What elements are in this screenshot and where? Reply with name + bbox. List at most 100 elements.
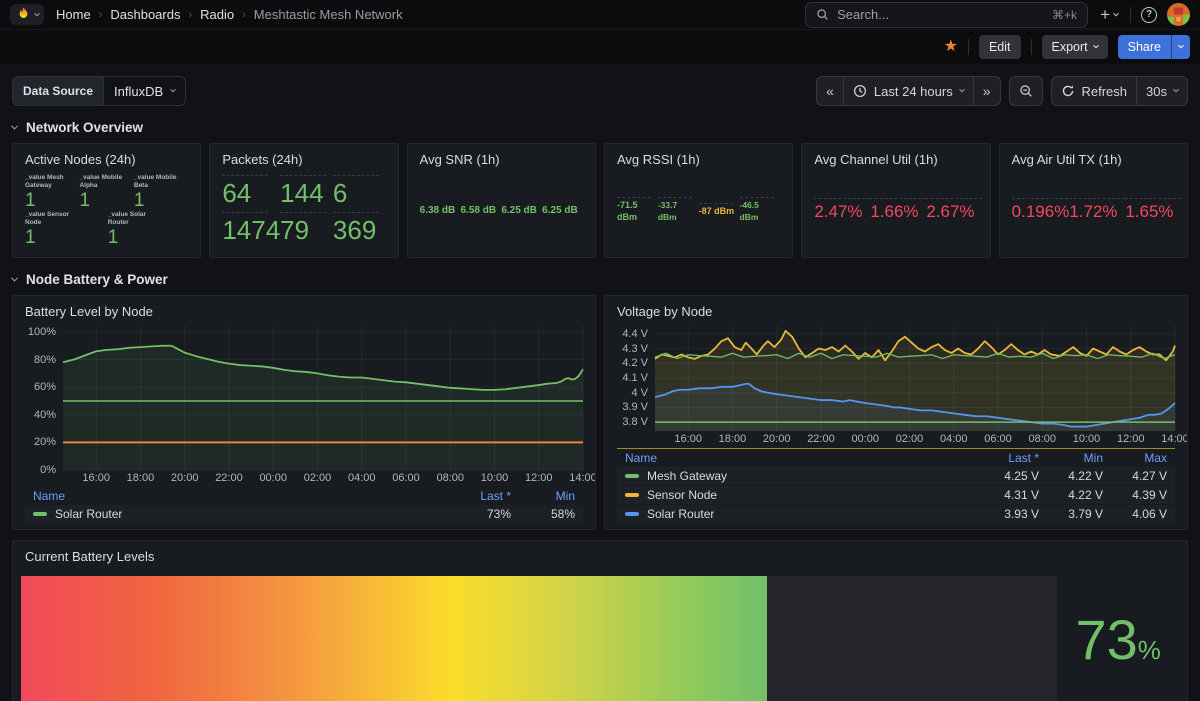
section-network-overview[interactable]: Network Overview	[12, 120, 1188, 135]
breadcrumb-separator: ›	[188, 9, 192, 21]
time-shift-forward-button[interactable]: »	[974, 77, 1000, 105]
legend-series-name[interactable]: Solar Router	[33, 507, 447, 521]
stat-microlabel	[814, 198, 870, 199]
export-button[interactable]: Export	[1042, 35, 1108, 59]
legend-value: 73%	[447, 507, 511, 521]
legend-swatch	[625, 474, 639, 478]
panel-title[interactable]: Avg SNR (1h)	[408, 144, 595, 169]
y-tick-label: 3.8 V	[622, 416, 648, 428]
stat-value: 1	[108, 228, 189, 247]
charts-row: Battery Level by Node 0%20%40%60%80%100%…	[12, 295, 1188, 530]
datasource-picker[interactable]: Data Source InfluxDB	[12, 76, 186, 106]
panel-battery-level: Battery Level by Node 0%20%40%60%80%100%…	[12, 295, 596, 530]
share-button[interactable]: Share	[1118, 35, 1171, 59]
refresh-interval-picker[interactable]: 30s	[1137, 77, 1187, 105]
user-avatar[interactable]	[1167, 3, 1190, 26]
stats-row: Active Nodes (24h) _value Mesh Gateway1_…	[12, 143, 1188, 258]
legend-value: 4.31 V	[975, 488, 1039, 502]
stat-item: _value Solar Router1	[79, 210, 188, 247]
datasource-value[interactable]: InfluxDB	[104, 77, 185, 105]
stat-value: 1	[25, 191, 79, 210]
stat-item: 64	[222, 175, 280, 207]
panel-title[interactable]: Current Battery Levels	[13, 541, 1187, 566]
x-tick-label: 12:00	[525, 472, 553, 484]
y-tick-label: 40%	[34, 409, 56, 421]
voltage-chart[interactable]: 3.8 V3.9 V4 V4.1 V4.2 V4.3 V4.4 V	[655, 325, 1175, 431]
breadcrumb-item[interactable]: Radio	[200, 7, 234, 22]
stat-label: _value Solar Router	[108, 211, 166, 227]
panel-title[interactable]: Avg Channel Util (1h)	[802, 144, 989, 169]
legend-value: 4.39 V	[1103, 488, 1167, 502]
panel-title[interactable]: Packets (24h)	[210, 144, 397, 169]
legend-series-name[interactable]: Mesh Gateway	[625, 469, 975, 483]
stat-value: 6.25 dB	[542, 205, 583, 216]
datasource-label: Data Source	[13, 77, 104, 105]
stat-microlabel	[926, 198, 982, 199]
legend-column-header[interactable]: Max	[1103, 451, 1167, 465]
stat-item: -87 dBm	[699, 203, 740, 218]
legend-swatch	[33, 512, 47, 516]
x-tick-label: 04:00	[348, 472, 376, 484]
time-shift-back-button[interactable]: «	[817, 77, 844, 105]
panel-title[interactable]: Avg RSSI (1h)	[605, 144, 792, 169]
battery-gauge-value: 73%	[1075, 612, 1160, 668]
stat-item: 1.72%	[1069, 198, 1125, 222]
legend-header: NameLast *MinMax	[617, 450, 1175, 466]
x-tick-label: 18:00	[127, 472, 155, 484]
legend-series-label: Mesh Gateway	[647, 469, 727, 483]
stat-item: 0.196%	[1012, 198, 1070, 222]
chevron-down-icon	[170, 87, 176, 93]
breadcrumb-item[interactable]: Home	[56, 7, 91, 22]
legend-column-header[interactable]: Last *	[975, 451, 1039, 465]
legend-column-header[interactable]: Min	[1039, 451, 1103, 465]
y-tick-label: 20%	[34, 436, 56, 448]
stat-microlabel	[333, 212, 379, 213]
zoom-out-group	[1009, 76, 1043, 106]
x-tick-label: 06:00	[984, 433, 1012, 445]
y-tick-label: 4.1 V	[622, 372, 648, 384]
share-dropdown-button[interactable]	[1171, 35, 1190, 59]
panel-title[interactable]: Avg Air Util TX (1h)	[1000, 144, 1187, 169]
panel-title[interactable]: Voltage by Node	[605, 296, 1187, 321]
legend-column-header[interactable]: Min	[511, 489, 575, 503]
favorite-star-icon[interactable]: ★	[944, 39, 958, 55]
zoom-out-time-button[interactable]	[1010, 77, 1042, 105]
x-tick-label: 20:00	[763, 433, 791, 445]
x-tick-label: 02:00	[304, 472, 332, 484]
stat-value: -87 dBm	[699, 206, 740, 218]
stat-value: 1	[79, 191, 133, 210]
panel-title[interactable]: Battery Level by Node	[13, 296, 595, 321]
help-icon[interactable]: ?	[1141, 7, 1157, 23]
battery-level-chart[interactable]: 0%20%40%60%80%100%	[63, 325, 583, 470]
x-tick-label: 02:00	[896, 433, 924, 445]
chevron-down-icon	[1178, 43, 1184, 49]
stat-value: 6	[333, 180, 386, 207]
panel-title[interactable]: Active Nodes (24h)	[13, 144, 200, 169]
search-icon	[816, 8, 829, 21]
dashboard-action-bar: ★ Edit Export Share	[0, 30, 1200, 64]
edit-button[interactable]: Edit	[979, 35, 1021, 59]
section-node-battery-power[interactable]: Node Battery & Power	[12, 272, 1188, 287]
stat-item: 144	[280, 175, 333, 207]
x-tick-label: 10:00	[1073, 433, 1101, 445]
chevron-down-icon	[34, 10, 40, 16]
search-input[interactable]: Search... ⌘+k	[805, 2, 1088, 28]
legend-value: 3.79 V	[1039, 507, 1103, 521]
refresh-button[interactable]: Refresh	[1052, 77, 1138, 105]
x-tick-label: 06:00	[392, 472, 420, 484]
breadcrumb-item[interactable]: Dashboards	[110, 7, 180, 22]
y-tick-label: 0%	[40, 464, 56, 476]
legend-series-name[interactable]: Solar Router	[625, 507, 975, 521]
legend-value: 4.25 V	[975, 469, 1039, 483]
clock-icon	[853, 84, 867, 98]
grafana-logo[interactable]	[10, 4, 44, 25]
panel-avg-air-util: Avg Air Util TX (1h) 0.196%1.72%1.65%	[999, 143, 1188, 258]
time-picker-group: « Last 24 hours »	[816, 76, 1000, 106]
voltage-x-axis: 16:0018:0020:0022:0000:0002:0004:0006:00…	[655, 431, 1175, 448]
add-menu-button[interactable]: +	[1098, 4, 1120, 25]
plus-icon: +	[1100, 6, 1110, 23]
time-range-picker[interactable]: Last 24 hours	[844, 77, 974, 105]
legend-column-header[interactable]: Last *	[447, 489, 511, 503]
x-tick-label: 00:00	[259, 472, 287, 484]
legend-series-name[interactable]: Sensor Node	[625, 488, 975, 502]
